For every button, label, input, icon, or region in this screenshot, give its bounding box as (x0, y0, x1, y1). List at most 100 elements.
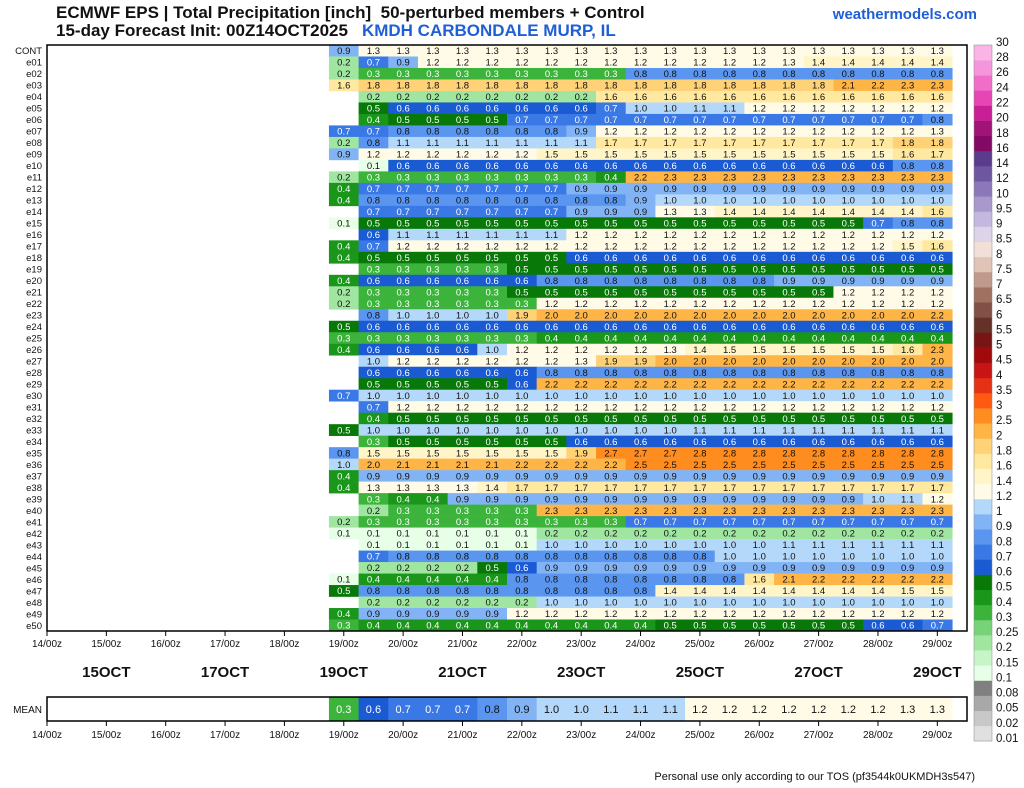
heat-cell (388, 435, 419, 448)
heat-cell (388, 470, 419, 482)
cell-value: 2.8 (753, 448, 766, 459)
cell-value: 0.7 (337, 127, 350, 138)
cell-value: 0.9 (693, 563, 706, 574)
member-label: CONT (15, 46, 42, 57)
heat-cell (566, 401, 597, 413)
heat-cell (922, 539, 953, 551)
heat-cell (803, 481, 834, 494)
cell-value: 0.8 (486, 552, 499, 563)
cell-value: 1.0 (456, 425, 469, 436)
heat-cell (417, 205, 449, 218)
cell-value: 1.1 (397, 138, 410, 149)
cell-value: 1.2 (782, 230, 795, 241)
cell-value: 0.4 (634, 621, 647, 632)
cell-value: 0.5 (782, 219, 795, 230)
cell-value: 0.2 (426, 92, 439, 103)
cell-value: 0.9 (782, 184, 795, 195)
mean-value: 1.2 (692, 704, 707, 716)
cell-value: 0.9 (753, 494, 766, 505)
heat-cell (803, 67, 834, 80)
heat-cell (655, 504, 686, 517)
cell-value: 0.7 (604, 115, 617, 126)
heat-cell (417, 619, 449, 632)
heat-cell (388, 343, 419, 356)
cell-value: 0.3 (456, 69, 469, 80)
cell-value: 1.2 (871, 241, 884, 252)
cell-value: 0.8 (456, 196, 469, 207)
heat-cell (892, 343, 923, 356)
heat-cell (358, 458, 389, 471)
cell-value: 0.6 (545, 104, 558, 115)
heat-cell (625, 470, 656, 482)
site-link[interactable]: weathermodels.com (832, 6, 977, 23)
heat-cell (447, 309, 478, 322)
heat-cell (863, 125, 894, 138)
cell-value: 2.3 (901, 81, 914, 92)
heat-cell (922, 194, 953, 207)
heat-cell (655, 263, 686, 276)
heat-cell (655, 228, 686, 241)
heat-cell (507, 136, 538, 149)
member-label: e02 (26, 69, 42, 80)
heat-cell (744, 412, 775, 425)
heat-cell (625, 171, 656, 184)
heat-cell (744, 573, 775, 586)
heat-cell (507, 527, 538, 540)
heat-cell (685, 274, 716, 287)
cell-value: 2.3 (693, 173, 706, 184)
cell-value: 1.1 (931, 425, 944, 436)
heat-cell (388, 56, 419, 69)
cell-value: 1.1 (812, 540, 825, 551)
cell-value: 0.5 (842, 219, 855, 230)
cell-value: 1.2 (693, 58, 706, 69)
heat-cell (892, 125, 923, 138)
cell-value: 1.5 (782, 345, 795, 356)
mean-value: 0.7 (455, 704, 470, 716)
heat-cell (536, 539, 567, 551)
cell-value: 0.5 (723, 621, 736, 632)
cell-value: 1.1 (782, 425, 795, 436)
cell-value: 0.6 (812, 253, 825, 264)
cell-value: 0.6 (367, 345, 380, 356)
heat-cell (714, 562, 745, 574)
cell-value: 1.0 (337, 460, 350, 471)
heat-cell (803, 228, 834, 241)
heat-cell (685, 320, 716, 333)
mean-cell (685, 697, 716, 721)
cell-value: 0.8 (486, 127, 499, 138)
member-label: e07 (26, 127, 42, 138)
heat-cell (685, 458, 716, 471)
cell-value: 0.9 (812, 494, 825, 505)
heat-cell (417, 539, 449, 551)
heat-cell (477, 366, 508, 379)
heat-cell (892, 79, 923, 92)
heat-cell (922, 228, 953, 241)
heat-cell (655, 194, 686, 207)
heat-cell (803, 573, 834, 586)
heat-cell (507, 573, 538, 586)
heat-cell (536, 470, 567, 482)
heat-cell (358, 470, 389, 482)
cell-value: 0.6 (604, 437, 617, 448)
heat-cell (417, 240, 449, 253)
heat-cell (744, 182, 775, 195)
cell-value: 0.5 (545, 253, 558, 264)
heat-cell (685, 45, 716, 57)
cell-value: 0.7 (782, 517, 795, 528)
heat-cell (774, 136, 805, 149)
cell-value: 1.3 (664, 345, 677, 356)
cell-value: 0.2 (337, 138, 350, 149)
heat-cell (447, 562, 478, 574)
heat-cell (477, 159, 508, 172)
member-label: e32 (26, 414, 42, 425)
heat-cell (892, 332, 923, 345)
cell-value: 1.2 (842, 299, 855, 310)
heat-cell (714, 447, 745, 459)
heat-cell (833, 320, 864, 333)
cell-value: 1.4 (842, 207, 855, 218)
cell-value: 1.5 (901, 586, 914, 597)
heat-cell (863, 458, 894, 471)
heat-cell (358, 45, 389, 57)
cell-value: 1.1 (901, 425, 914, 436)
cell-value: 0.5 (693, 219, 706, 230)
